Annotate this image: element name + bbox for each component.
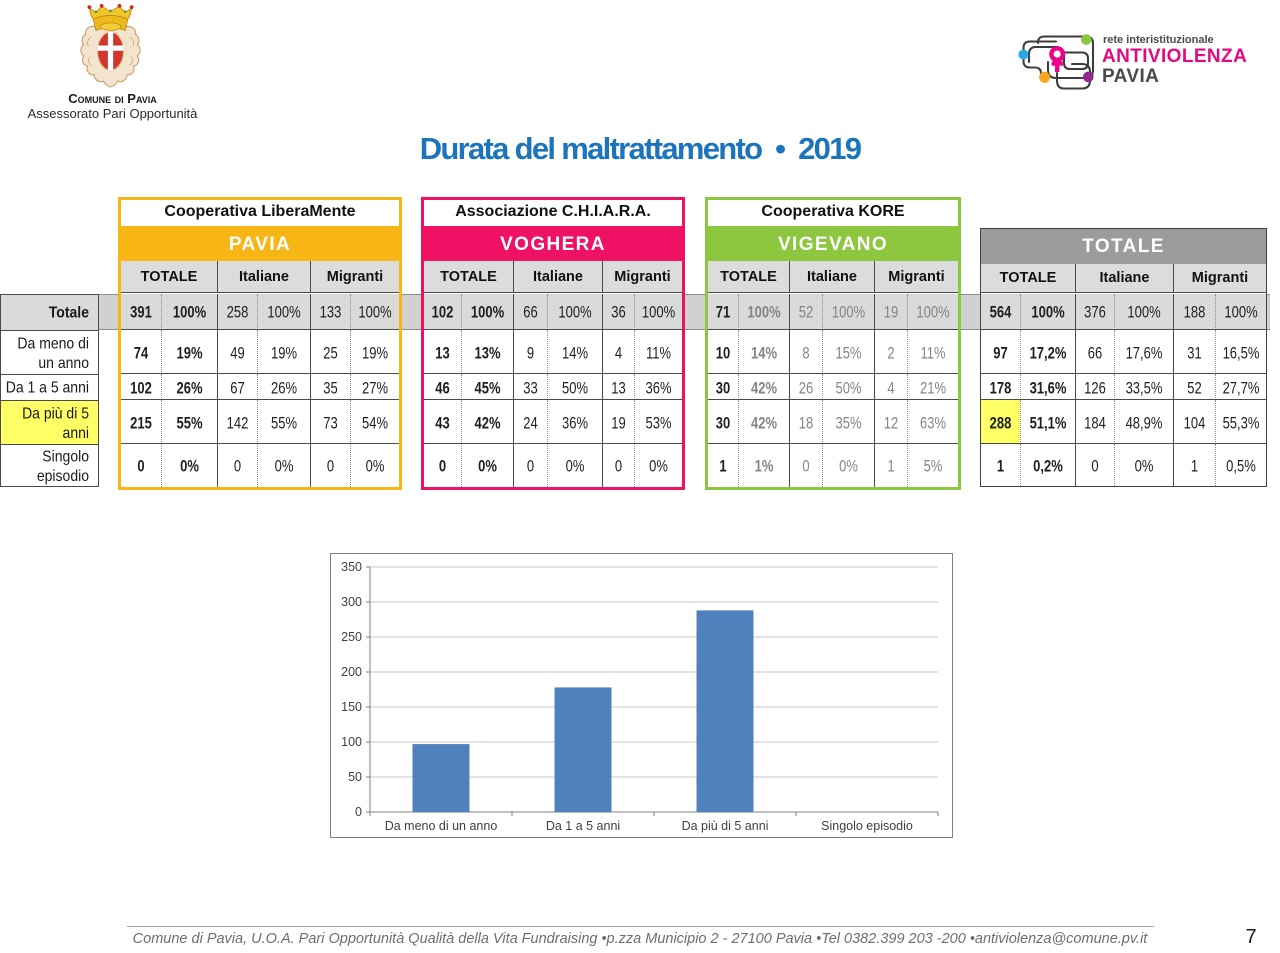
svg-text:350: 350 [341,560,362,574]
svg-text:100: 100 [341,735,362,749]
svg-text:0: 0 [355,805,362,819]
svg-text:150: 150 [341,700,362,714]
svg-text:Singolo episodio: Singolo episodio [821,819,913,833]
svg-text:300: 300 [341,595,362,609]
svg-text:50: 50 [348,770,362,784]
svg-text:ANTIVIOLENZA: ANTIVIOLENZA [1102,46,1247,67]
svg-text:Da 1 a 5 anni: Da 1 a 5 anni [546,819,620,833]
svg-text:Da più di 5 anni: Da più di 5 anni [682,819,769,833]
svg-text:PAVIA: PAVIA [1102,66,1159,87]
svg-text:250: 250 [341,630,362,644]
svg-text:Da meno di un anno: Da meno di un anno [385,819,498,833]
svg-text:200: 200 [341,665,362,679]
svg-text:rete interistituzionale: rete interistituzionale [1103,34,1214,46]
